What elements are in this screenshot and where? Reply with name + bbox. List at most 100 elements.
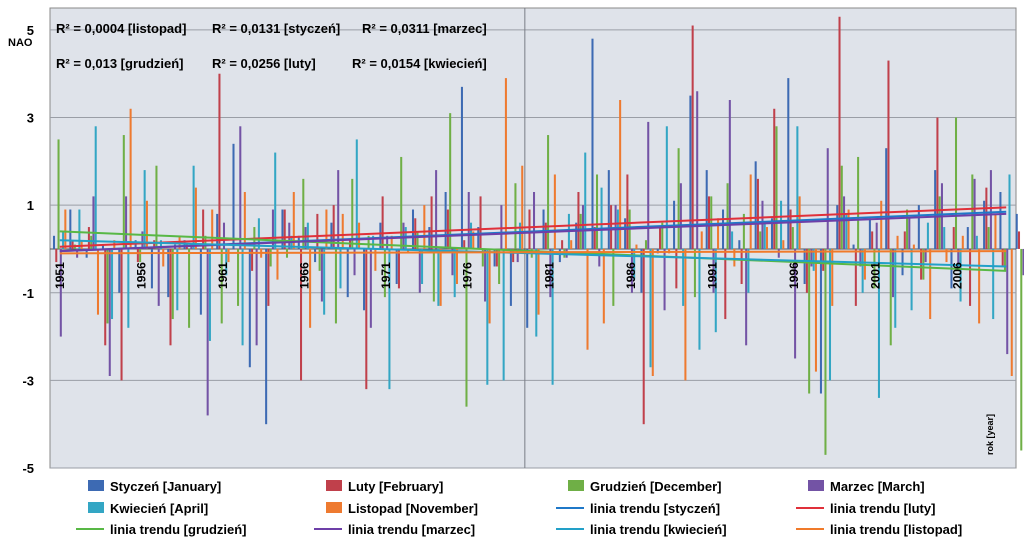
bar-5-1957 (159, 240, 162, 249)
bar-5-1969 (355, 139, 358, 249)
x-tick-label: 1951 (53, 262, 67, 289)
bar-2-1972 (397, 248, 400, 289)
legend-swatch-4 (808, 480, 824, 491)
bar-6-1961 (227, 248, 230, 263)
bar-2-1999 (838, 16, 841, 249)
bar-1-1990 (689, 95, 692, 249)
y-axis-label: NAO (8, 37, 33, 49)
bar-2-2009 (1001, 248, 1004, 267)
bar-3-1984 (596, 174, 599, 249)
bar-2-1969 (348, 240, 352, 249)
bar-6-1975 (455, 248, 458, 284)
bar-4-1993 (745, 248, 748, 346)
bar-6-1986 (635, 244, 638, 249)
legend-label-1: Styczeń [January] (110, 479, 221, 494)
bar-4-1981 (549, 248, 552, 298)
bar-1-1954 (101, 244, 104, 249)
bar-6-2003 (912, 244, 915, 249)
bar-5-1960 (208, 248, 211, 341)
bar-1-1976 (460, 86, 463, 249)
bar-2-1975 (446, 209, 449, 249)
bar-2-1954 (104, 248, 107, 346)
bar-4-1998 (826, 148, 829, 249)
trend-line-3 (59, 230, 1007, 272)
bar-3-1985 (612, 248, 615, 306)
bar-2-2003 (903, 231, 906, 249)
bar-5-2001 (877, 248, 880, 398)
bar-6-2002 (896, 235, 899, 249)
trend-line-5 (59, 239, 1007, 268)
bar-1-2007 (966, 227, 969, 249)
legend: Styczeń [January] Luty [February] Grudzień… (76, 479, 962, 537)
bar-2-1998 (822, 248, 825, 271)
bar-2-1986 (626, 174, 629, 249)
bar-2-2010 (1017, 231, 1021, 249)
bar-1-2008 (983, 200, 986, 249)
bar-2-2001 (871, 231, 874, 249)
bar-6-1953 (96, 248, 99, 315)
bar-3-1966 (302, 178, 305, 249)
annotation-r2-marzec: R² = 0,0311 [marzec] (362, 21, 487, 36)
axes-group: NAO rok [year] -5 -3 -1 1 3 5 1951 1956 1961 1966… (8, 23, 995, 476)
bar-4-1983 (581, 205, 584, 249)
bar-6-1978 (504, 78, 507, 249)
bar-3-1990 (693, 248, 696, 298)
bar-3-1993 (742, 213, 745, 249)
bar-3-1953 (90, 235, 93, 249)
bar-6-1956 (145, 200, 148, 249)
bar-2-1994 (756, 178, 759, 249)
x-tick-label: 1996 (787, 262, 801, 289)
bar-6-1960 (211, 209, 214, 249)
annotation-r2-luty: R² = 0,0256 [luty] (212, 56, 316, 71)
bar-2-2006 (952, 227, 955, 249)
bar-6-1999 (847, 209, 850, 249)
r-squared-annotations: R² = 0,0004 [listopad] R² = 0,0131 [styc… (56, 21, 487, 71)
legend-label-8: linia trendu [luty] (830, 501, 935, 516)
bar-3-1989 (677, 148, 680, 249)
bar-5-1979 (518, 222, 521, 249)
bar-4-2003 (908, 218, 911, 249)
bar-6-1972 (406, 248, 410, 254)
bar-2-1956 (136, 248, 139, 263)
bar-1-2002 (885, 148, 888, 249)
bar-1-1993 (738, 240, 741, 249)
bar-1-1965 (281, 209, 284, 249)
bar-4-2004 (924, 248, 927, 263)
bar-5-2006 (959, 248, 962, 302)
bar-1-1980 (526, 248, 529, 328)
bar-6-1982 (570, 240, 573, 249)
bar-2-1961 (218, 73, 221, 249)
bar-3-2001 (873, 248, 876, 289)
bar-5-1996 (796, 126, 799, 249)
bar-5-2002 (894, 248, 897, 328)
bar-2-1979 (512, 248, 515, 263)
bar-4-1989 (679, 183, 682, 249)
trend-lines-group (59, 206, 1007, 272)
bar-5-1993 (747, 248, 750, 293)
bar-3-1972 (400, 156, 403, 249)
bar-5-2005 (943, 227, 946, 249)
legend-swatch-1 (88, 480, 104, 491)
bar-2-1987 (642, 248, 645, 425)
bar-6-2008 (994, 213, 997, 249)
bars-group (52, 16, 1024, 455)
bar-4-1960 (206, 248, 209, 416)
bar-5-1981 (551, 248, 554, 385)
bar-5-1961 (225, 248, 228, 276)
bar-4-1965 (288, 222, 291, 249)
bar-4-1999 (843, 196, 846, 249)
bar-1-1991 (705, 170, 708, 249)
bar-3-1956 (139, 248, 142, 263)
bar-3-1988 (661, 222, 664, 249)
x-tick-label: 2006 (950, 262, 964, 289)
bar-3-1964 (269, 248, 272, 267)
bar-4-1974 (435, 170, 438, 249)
bar-5-1958 (176, 248, 179, 311)
bar-3-1955 (122, 135, 125, 249)
annotation-r2-grudzien: R² = 0,013 [grudzień] (56, 56, 184, 71)
bar-4-1970 (369, 248, 372, 328)
bar-6-1981 (553, 174, 556, 249)
bar-6-1980 (537, 248, 540, 315)
bar-1-1952 (69, 209, 72, 249)
